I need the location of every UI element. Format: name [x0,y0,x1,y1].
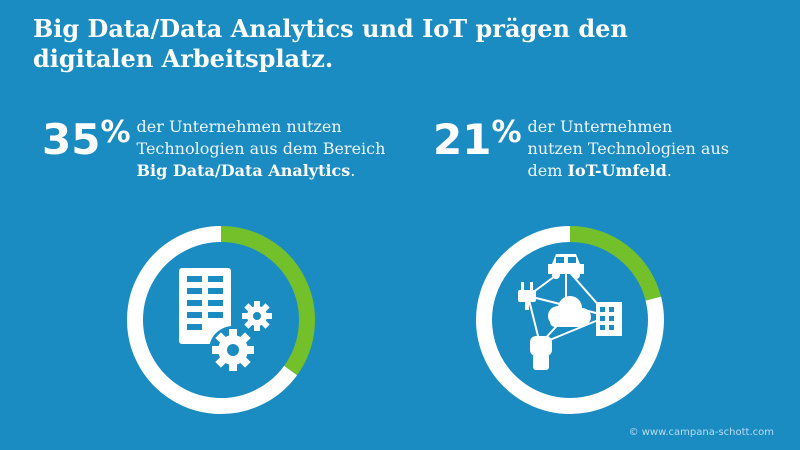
donut-chart-big-data [127,226,315,414]
title-line-2: digitalen Arbeitsplatz. [33,44,334,73]
stat-iot-text-b: nutzen Technologien aus [527,139,729,158]
stat-iot-text-c: dem [527,161,563,180]
donut-segment-share [220,226,315,376]
stat-iot-text-a: der Unternehmen [527,117,673,136]
title-line-1: Big Data/Data Analytics und IoT prägen d… [33,14,628,43]
stat-big-data: 35% der Unternehmen nutzen Technologien … [42,115,402,182]
stat-iot-highlight: IoT-Umfeld [567,161,667,180]
stat-big-data-text-a: der Unternehmen nutzen [136,117,342,136]
donut-segment-rest [476,226,664,414]
page-title: Big Data/Data Analytics und IoT prägen d… [33,14,733,74]
copyright-text: © www.campana-schott.com [628,427,774,438]
server-gears-icon [179,268,275,374]
stat-big-data-text-b: Technologien aus dem Bereich [136,139,386,158]
stat-iot-value: 21% [433,115,522,164]
stat-big-data-highlight: Big Data/Data Analytics [136,161,351,180]
iot-network-icon [518,254,622,370]
donut-segment-share [569,226,662,301]
stat-iot: 21% der Unternehmen nutzen Technologien … [433,115,773,182]
donut-chart-iot [476,226,664,414]
donut-segment-rest [127,226,298,414]
stat-big-data-value: 35% [42,115,131,164]
